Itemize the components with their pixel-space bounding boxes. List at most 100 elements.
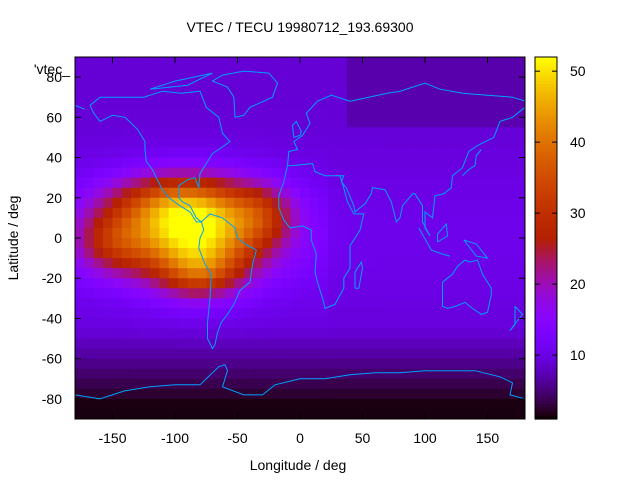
- heat-cell: [150, 248, 160, 259]
- heat-cell: [187, 157, 198, 169]
- heat-cell: [131, 77, 142, 88]
- heat-cell: [318, 288, 329, 299]
- heat-cell: [412, 67, 423, 78]
- heat-cell: [478, 157, 489, 169]
- heat-cell: [459, 408, 470, 419]
- heat-cell: [459, 127, 470, 139]
- heat-cell: [150, 268, 160, 279]
- heat-cell: [150, 278, 160, 289]
- heat-cell: [506, 318, 517, 330]
- heat-cell: [271, 408, 282, 419]
- heat-cell: [206, 67, 217, 78]
- heat-cell: [234, 197, 245, 209]
- heat-cell: [478, 338, 489, 350]
- heat-cell: [112, 157, 123, 169]
- heat-cell: [93, 117, 104, 128]
- heat-cell: [450, 388, 460, 400]
- heat-cell: [318, 227, 329, 239]
- heat-cell: [281, 77, 292, 88]
- colorbar-segment: [535, 238, 557, 242]
- heat-cell: [356, 338, 367, 350]
- heat-cell: [300, 408, 310, 419]
- heat-cell: [159, 117, 170, 128]
- heat-cell: [506, 288, 517, 299]
- heat-cell: [159, 187, 170, 199]
- colorbar-segment: [535, 168, 557, 173]
- heat-cell: [234, 207, 245, 219]
- colorbar-segment: [535, 406, 557, 411]
- heat-cell: [403, 87, 414, 98]
- heat-cell: [478, 217, 489, 229]
- heat-cell: [290, 348, 301, 360]
- y-tick-label: -20: [42, 270, 62, 286]
- heat-cell: [412, 408, 423, 419]
- heat-cell: [450, 298, 460, 309]
- heat-cell: [103, 167, 114, 179]
- heat-cell: [328, 217, 339, 229]
- heat-cell: [515, 368, 525, 380]
- heat-cell: [450, 177, 460, 189]
- colorbar-segment: [535, 228, 557, 233]
- heat-cell: [431, 238, 442, 249]
- heat-cell: [112, 147, 123, 159]
- heat-cell: [150, 147, 160, 159]
- heat-cell: [384, 77, 395, 88]
- heat-cell: [318, 97, 329, 108]
- heat-cell: [506, 137, 517, 149]
- heat-cell: [262, 197, 273, 209]
- heat-cell: [309, 167, 320, 179]
- heat-cell: [365, 217, 376, 229]
- heat-cell: [103, 207, 114, 219]
- heat-cell: [356, 197, 367, 209]
- heat-cell: [337, 258, 348, 269]
- heat-cell: [168, 197, 179, 209]
- heat-cell: [196, 248, 207, 259]
- heat-cell: [168, 67, 179, 78]
- heat-cell: [168, 187, 179, 199]
- heat-cell: [131, 398, 142, 410]
- heat-cell: [75, 107, 85, 118]
- heat-cell: [93, 308, 104, 320]
- heat-cell: [271, 398, 282, 410]
- heat-cell: [271, 67, 282, 78]
- heat-cell: [93, 248, 104, 259]
- heat-cell: [103, 107, 114, 118]
- heat-cell: [440, 338, 451, 350]
- heat-cell: [206, 157, 217, 169]
- heat-cell: [225, 207, 235, 219]
- heat-cell: [168, 207, 179, 219]
- heat-cell: [215, 368, 226, 380]
- heat-cell: [112, 207, 123, 219]
- heat-cell: [196, 147, 207, 159]
- heat-cell: [215, 288, 226, 299]
- heat-cell: [196, 87, 207, 98]
- heat-cell: [140, 217, 151, 229]
- heat-cell: [412, 227, 423, 239]
- heat-cell: [206, 258, 217, 269]
- heat-cell: [468, 127, 479, 139]
- heat-cell: [356, 117, 367, 128]
- heat-cell: [487, 338, 498, 350]
- heat-cell: [243, 338, 254, 350]
- heat-cell: [196, 177, 207, 189]
- heat-cell: [412, 167, 423, 179]
- heat-cell: [131, 57, 142, 68]
- heat-cell: [253, 187, 264, 199]
- heat-cell: [112, 127, 123, 139]
- heat-cell: [131, 338, 142, 350]
- heat-cell: [150, 398, 160, 410]
- heat-cell: [468, 77, 479, 88]
- heat-cell: [159, 57, 170, 68]
- heat-cell: [281, 298, 292, 309]
- heat-cell: [431, 187, 442, 199]
- heat-cell: [375, 398, 385, 410]
- heat-cell: [131, 378, 142, 390]
- heat-cell: [346, 77, 357, 88]
- heat-cell: [121, 207, 132, 219]
- heat-cell: [225, 117, 235, 128]
- colorbar-segment: [535, 108, 557, 112]
- heat-cell: [375, 147, 385, 159]
- heat-cell: [103, 117, 114, 128]
- heat-cell: [140, 127, 151, 139]
- heat-cell: [403, 398, 414, 410]
